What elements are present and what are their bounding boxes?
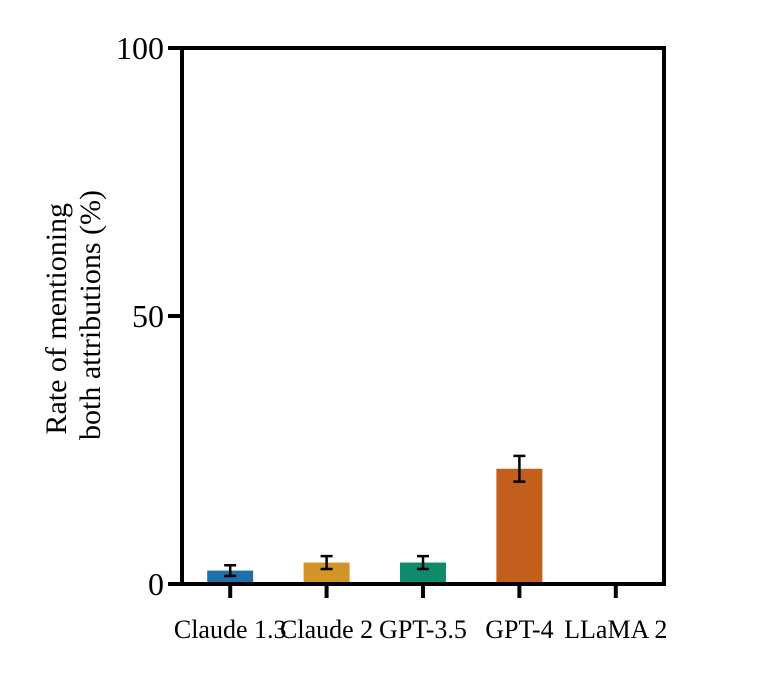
y-axis-label: Rate of mentioning both attributions (%) [40, 190, 107, 440]
error-bar-gpt-4 [513, 454, 526, 483]
x-tick-label-gpt-3-5: GPT-3.5 [379, 615, 467, 644]
error-bar-claude-1-3 [224, 563, 237, 578]
y-tick-label-0: 0 [148, 566, 164, 602]
bars [207, 468, 543, 584]
x-tick-label-llama-2: LLaMA 2 [564, 615, 667, 644]
y-tick-label-100: 100 [116, 30, 164, 66]
x-tick-label-claude-1-3: Claude 1.3 [174, 615, 287, 644]
y-tick-label-50: 50 [132, 298, 164, 334]
y-axis-label-line-1: Rate of mentioning [40, 203, 73, 435]
y-axis-label-line-2: both attributions (%) [74, 190, 107, 440]
error-bar-gpt-3-5 [417, 554, 429, 571]
bar-claude-2 [303, 562, 350, 584]
x-tick-label-gpt-4: GPT-4 [485, 615, 553, 644]
error-bar-claude-2 [320, 554, 333, 571]
y-axis-ticks: 0 50 100 [116, 30, 182, 602]
error-bars [224, 454, 526, 578]
bar-gpt-4 [496, 468, 543, 584]
bar-claude-1-3 [207, 570, 254, 584]
bar-gpt-3-5 [400, 562, 446, 584]
x-tick-label-claude-2: Claude 2 [280, 615, 373, 644]
plot-frame [180, 46, 666, 586]
